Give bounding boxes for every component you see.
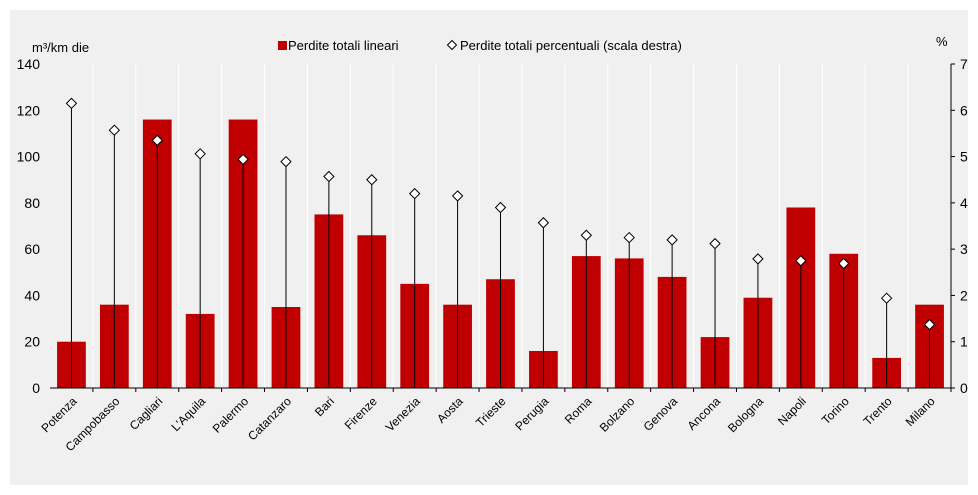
right-tick-labels: 0 10 20 30 40 50 60 70 <box>960 56 968 396</box>
category-label: Potenza <box>39 394 80 435</box>
y-tick-label: 20 <box>24 334 40 350</box>
category-label: L'Aquila <box>168 394 208 434</box>
marker-4 <box>194 148 206 160</box>
stem-layer <box>70 103 931 388</box>
marker-20 <box>880 292 893 304</box>
marker-layer <box>65 97 936 331</box>
marker-7 <box>323 170 335 183</box>
chart-frame: 0 20 40 60 80 100 120 140 0 10 20 30 40 50 60 70 Poten… <box>10 10 968 485</box>
legend-swatch-bar <box>278 41 287 50</box>
y2-tick-label: 60 <box>960 102 968 118</box>
legend-swatch-diamond <box>446 39 458 51</box>
marker-12 <box>537 217 550 229</box>
marker-18 <box>795 255 807 267</box>
category-label: Bari <box>312 394 337 419</box>
chart: 0 20 40 60 80 100 120 140 0 10 20 30 40 50 60 70 Poten… <box>17 34 968 454</box>
category-label: Aosta <box>434 394 466 426</box>
marker-15 <box>666 234 678 246</box>
marker-2 <box>108 124 121 136</box>
marker-8 <box>366 174 378 186</box>
category-label: Venezia <box>383 394 423 434</box>
y-tick-label: 0 <box>32 380 40 396</box>
category-label: Genova <box>641 394 681 434</box>
marker-16 <box>709 237 721 250</box>
marker-21 <box>923 318 936 331</box>
marker-19 <box>838 257 850 270</box>
marker-1 <box>65 97 78 110</box>
marker-11 <box>494 201 507 214</box>
category-label: Milano <box>903 394 938 429</box>
marker-9 <box>408 187 421 200</box>
category-label: Torino <box>819 394 852 427</box>
y-tick-label: 100 <box>17 149 41 165</box>
category-label: Perugia <box>512 394 551 433</box>
legend-label-bar: Perdite totali lineari <box>288 38 399 53</box>
y2-tick-label: 20 <box>960 287 968 303</box>
y2-tick-label: 0 <box>960 380 968 396</box>
category-label: Napoli <box>775 394 809 428</box>
y-tick-label: 40 <box>24 287 40 303</box>
marker-10 <box>451 190 464 202</box>
marker-17 <box>752 253 764 265</box>
grid-layer <box>92 64 909 388</box>
category-label: Bologna <box>725 394 766 435</box>
category-label: Cagliari <box>127 394 166 433</box>
y2-tick-label: 10 <box>960 334 968 350</box>
y2-axis-label: % <box>936 34 948 49</box>
y2-tick-label: 40 <box>960 195 968 211</box>
y2-tick-label: 50 <box>960 149 968 165</box>
marker-3 <box>151 134 163 147</box>
marker-5 <box>237 153 249 166</box>
y2-tick-label: 70 <box>960 56 968 72</box>
y-tick-label: 120 <box>17 102 41 118</box>
y-axis-label: m³/km die <box>32 40 89 55</box>
legend-label-diamond: Perdite totali percentuali (scala destra… <box>460 38 682 53</box>
y-tick-label: 80 <box>24 195 40 211</box>
y-tick-label: 60 <box>24 241 40 257</box>
category-label: Catanzaro <box>245 394 294 443</box>
left-tick-labels: 0 20 40 60 80 100 120 140 <box>17 56 41 396</box>
category-label: Ancona <box>684 394 723 433</box>
category-label: Trieste <box>473 394 509 430</box>
category-label: Roma <box>562 394 595 427</box>
marker-6 <box>280 155 292 168</box>
marker-14 <box>623 231 635 244</box>
category-label: Trento <box>861 394 895 428</box>
category-label: Bolzano <box>597 394 638 435</box>
y2-tick-label: 30 <box>960 241 968 257</box>
legend: Perdite totali lineari Perdite totali pe… <box>278 38 682 53</box>
category-label: Firenze <box>342 394 380 432</box>
category-label: Palermo <box>210 394 252 436</box>
axis-layer <box>50 63 955 392</box>
marker-13 <box>580 229 593 241</box>
y-tick-label: 140 <box>17 56 41 72</box>
